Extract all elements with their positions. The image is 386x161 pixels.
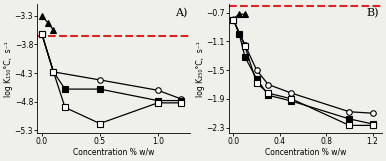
Text: A): A): [175, 8, 187, 18]
X-axis label: Concentration % w/w: Concentration % w/w: [265, 148, 346, 157]
X-axis label: Concentration % w/w: Concentration % w/w: [73, 148, 154, 157]
Y-axis label: log K₁₅₀°C,  s⁻¹: log K₁₅₀°C, s⁻¹: [4, 41, 13, 97]
Text: B): B): [367, 8, 379, 18]
Y-axis label: log K₂₅₀°C,  s⁻¹: log K₂₅₀°C, s⁻¹: [196, 41, 205, 97]
